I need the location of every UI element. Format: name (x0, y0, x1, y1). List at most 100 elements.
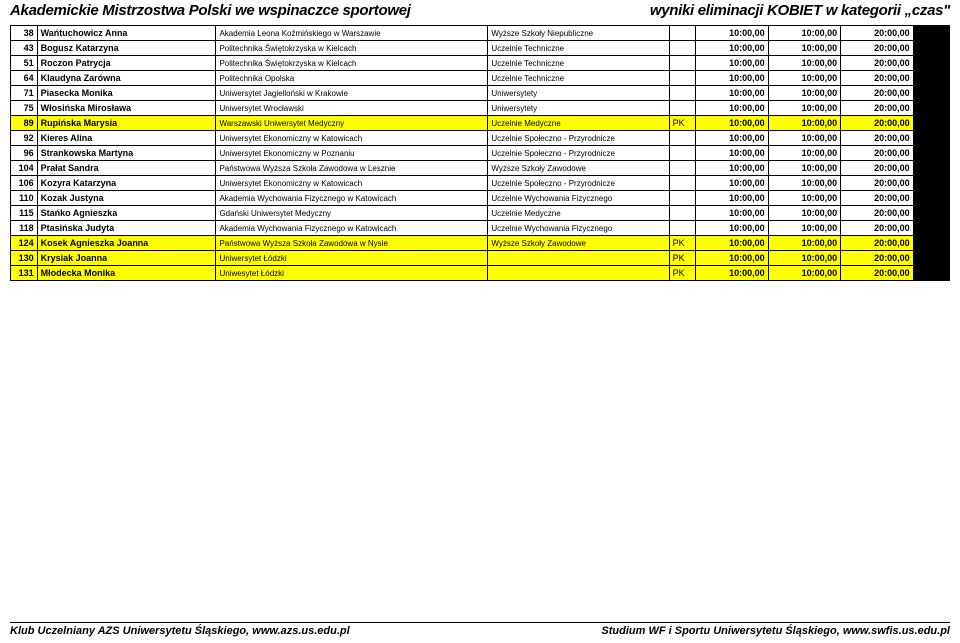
cell-time-1: 10:00,00 (696, 161, 769, 176)
cell-mark (669, 86, 696, 101)
cell-name: Ptasińska Judyta (37, 221, 216, 236)
cell-black (913, 41, 949, 56)
table-row: 71Piasecka MonikaUniwersytet Jagiellońsk… (11, 86, 950, 101)
cell-num: 104 (11, 161, 38, 176)
cell-num: 115 (11, 206, 38, 221)
footer-right: Studium WF i Sportu Uniwersytetu Śląskie… (601, 625, 950, 637)
cell-black (913, 236, 949, 251)
cell-black (913, 131, 949, 146)
table-row: 96Strankowska MartynaUniwersytet Ekonomi… (11, 146, 950, 161)
cell-institution: Akademia Wychowania Fizycznego w Katowic… (216, 191, 488, 206)
table-row: 89Rupińska MarysiaWarszawski Uniwersytet… (11, 116, 950, 131)
cell-time-3: 20:00,00 (841, 71, 914, 86)
table-row: 75Włosińska MirosławaUniwersytet Wrocław… (11, 101, 950, 116)
cell-time-2: 10:00,00 (768, 146, 841, 161)
cell-time-2: 10:00,00 (768, 86, 841, 101)
cell-institution: Uniwersytet Ekonomiczny w Poznaniu (216, 146, 488, 161)
cell-num: 96 (11, 146, 38, 161)
cell-category: Uczelnie Medyczne (488, 116, 669, 131)
cell-name: Roczon Patrycja (37, 56, 216, 71)
cell-category: Uczelnie Społeczno - Przyrodnicze (488, 131, 669, 146)
footer-left: Klub Uczelniany AZS Uniwersytetu Śląskie… (10, 625, 350, 637)
header-left: Akademickie Mistrzostwa Polski we wspina… (10, 2, 411, 19)
cell-time-1: 10:00,00 (696, 221, 769, 236)
cell-time-3: 20:00,00 (841, 266, 914, 281)
cell-time-3: 20:00,00 (841, 191, 914, 206)
cell-name: Młodecka Monika (37, 266, 216, 281)
cell-time-2: 10:00,00 (768, 176, 841, 191)
table-row: 104Prałat SandraPaństwowa Wyższa Szkoła … (11, 161, 950, 176)
cell-category: Uczelnie Wychowania Fizycznego (488, 221, 669, 236)
cell-black (913, 146, 949, 161)
cell-time-3: 20:00,00 (841, 251, 914, 266)
cell-black (913, 101, 949, 116)
cell-time-1: 10:00,00 (696, 206, 769, 221)
cell-num: 106 (11, 176, 38, 191)
cell-time-2: 10:00,00 (768, 116, 841, 131)
cell-time-1: 10:00,00 (696, 56, 769, 71)
cell-institution: Państwowa Wyższa Szkoła Zawodowa w Nysie (216, 236, 488, 251)
cell-institution: Uniwesytet Łódzki (216, 266, 488, 281)
cell-time-3: 20:00,00 (841, 116, 914, 131)
cell-time-1: 10:00,00 (696, 71, 769, 86)
table-row: 115Stańko AgnieszkaGdański Uniwersytet M… (11, 206, 950, 221)
cell-time-3: 20:00,00 (841, 161, 914, 176)
cell-num: 110 (11, 191, 38, 206)
cell-black (913, 221, 949, 236)
cell-institution: Warszawski Uniwersytet Medyczny (216, 116, 488, 131)
results-table-wrap: 38Wańtuchowicz AnnaAkademia Leona Koźmiń… (0, 25, 960, 281)
cell-mark (669, 56, 696, 71)
cell-black (913, 26, 949, 41)
header-right: wyniki eliminacji KOBIET w kategorii „cz… (650, 2, 950, 19)
results-table: 38Wańtuchowicz AnnaAkademia Leona Koźmiń… (10, 25, 950, 281)
cell-category: Uczelnie Społeczno - Przyrodnicze (488, 146, 669, 161)
cell-time-1: 10:00,00 (696, 146, 769, 161)
cell-category (488, 266, 669, 281)
cell-mark (669, 161, 696, 176)
cell-black (913, 191, 949, 206)
table-row: 110Kozak JustynaAkademia Wychowania Fizy… (11, 191, 950, 206)
cell-category: Uniwersytety (488, 86, 669, 101)
cell-time-2: 10:00,00 (768, 206, 841, 221)
cell-name: Piasecka Monika (37, 86, 216, 101)
cell-institution: Uniwersytet Ekonomiczny w Katowicach (216, 131, 488, 146)
cell-time-2: 10:00,00 (768, 236, 841, 251)
cell-mark: PK (669, 236, 696, 251)
cell-time-1: 10:00,00 (696, 251, 769, 266)
cell-black (913, 161, 949, 176)
cell-institution: Uniwersytet Jagielloński w Krakowie (216, 86, 488, 101)
table-row: 92Kieres AlinaUniwersytet Ekonomiczny w … (11, 131, 950, 146)
cell-black (913, 176, 949, 191)
cell-institution: Państwowa Wyższa Szkoła Zawodowa w Leszn… (216, 161, 488, 176)
cell-num: 71 (11, 86, 38, 101)
cell-mark (669, 131, 696, 146)
table-row: 51Roczon PatrycjaPolitechnika Świętokrzy… (11, 56, 950, 71)
cell-category: Uczelnie Techniczne (488, 56, 669, 71)
cell-mark (669, 176, 696, 191)
cell-mark: PK (669, 266, 696, 281)
cell-institution: Akademia Leona Koźmińskiego w Warszawie (216, 26, 488, 41)
cell-time-2: 10:00,00 (768, 251, 841, 266)
cell-num: 75 (11, 101, 38, 116)
cell-num: 92 (11, 131, 38, 146)
cell-name: Kozyra Katarzyna (37, 176, 216, 191)
cell-category: Uczelnie Medyczne (488, 206, 669, 221)
cell-mark (669, 26, 696, 41)
cell-mark: PK (669, 251, 696, 266)
cell-black (913, 266, 949, 281)
cell-name: Krysiak Joanna (37, 251, 216, 266)
cell-time-1: 10:00,00 (696, 266, 769, 281)
cell-num: 130 (11, 251, 38, 266)
cell-mark (669, 71, 696, 86)
cell-mark: PK (669, 116, 696, 131)
cell-time-3: 20:00,00 (841, 131, 914, 146)
cell-time-1: 10:00,00 (696, 116, 769, 131)
cell-category: Wyższe Szkoły Zawodowe (488, 236, 669, 251)
cell-category (488, 251, 669, 266)
cell-name: Kozak Justyna (37, 191, 216, 206)
cell-mark (669, 146, 696, 161)
cell-black (913, 86, 949, 101)
cell-num: 38 (11, 26, 38, 41)
cell-num: 131 (11, 266, 38, 281)
cell-mark (669, 221, 696, 236)
